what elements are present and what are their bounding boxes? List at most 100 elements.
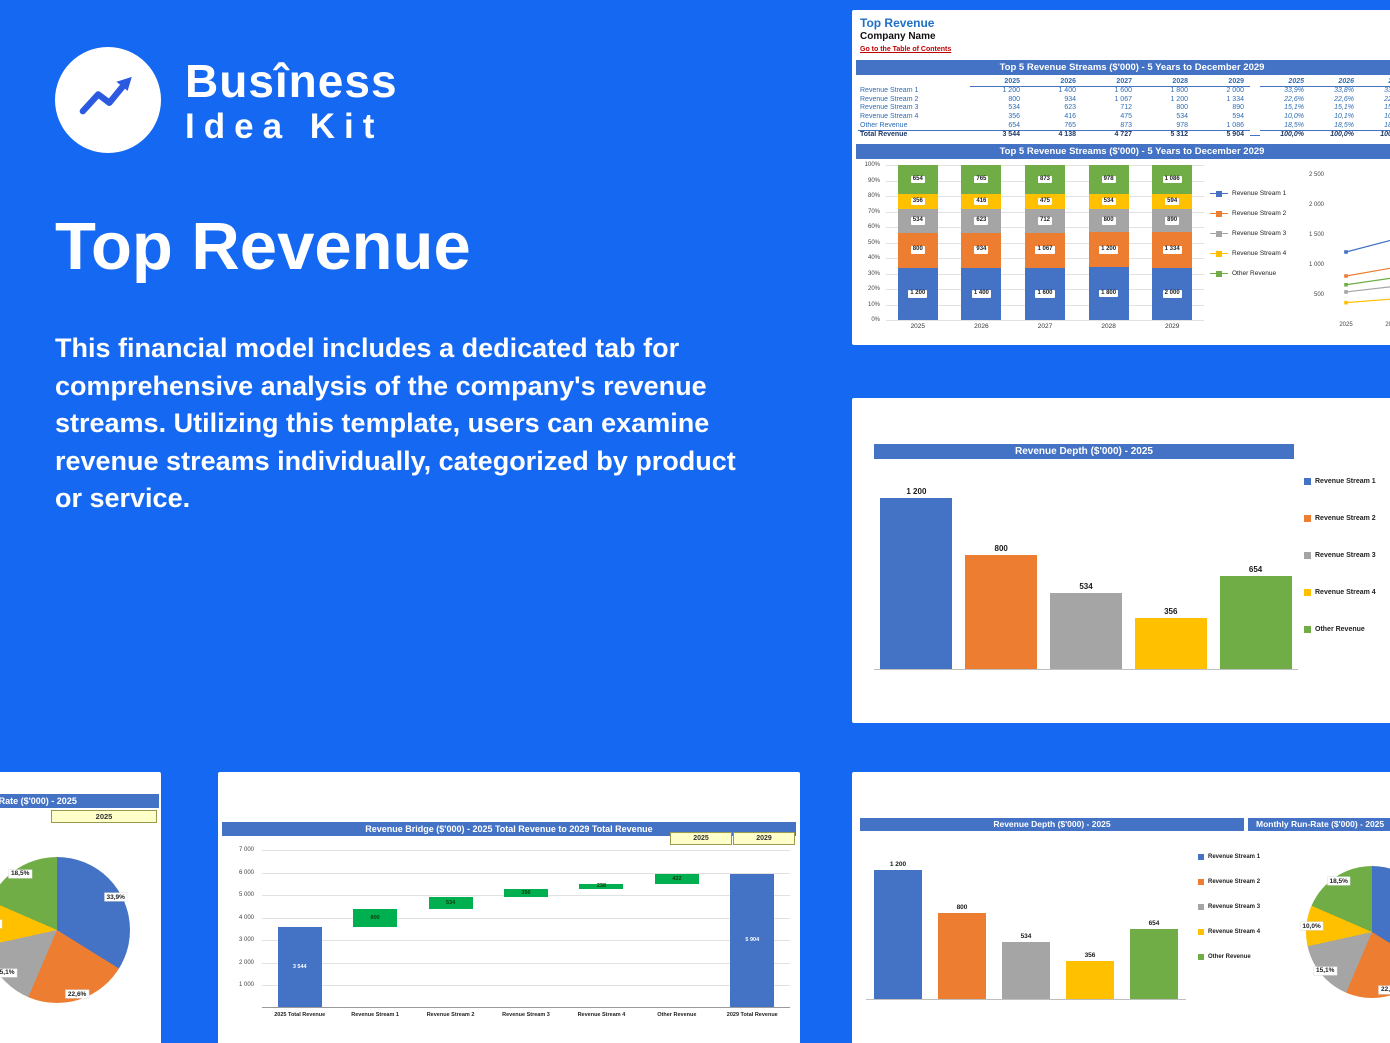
legend-item-label: Revenue Stream 3 — [1315, 552, 1376, 559]
bar-value-label: 800 — [370, 914, 380, 921]
legend-item-label: Revenue Stream 4 — [1315, 589, 1376, 596]
bar-segment: 654 — [897, 165, 938, 194]
value-cell: 4 138 — [1026, 130, 1082, 140]
year-select-cell[interactable]: 2025 — [51, 810, 157, 823]
bar-segment: 1 200 — [897, 267, 938, 320]
value-cell: 1 086 — [1226, 121, 1244, 129]
legend-square-marker — [1198, 879, 1204, 885]
pct-cell: 100,0% — [1260, 130, 1310, 140]
card-depth-and-run-rate: Revenue Depth ($'000) - 2025 Monthly Run… — [852, 772, 1390, 1043]
year-select-cell[interactable]: 2025 — [670, 832, 732, 845]
pct-cell: 33,8% — [1334, 86, 1354, 94]
column-gap — [1250, 134, 1260, 136]
legend-line-marker — [1210, 190, 1228, 197]
revenue-table-row: Revenue Stream 3 534 623 712 800 890 15,1% 15,1… — [858, 104, 1390, 113]
bar-value-label: 1 086 — [1162, 175, 1182, 184]
legend-square-marker — [1216, 190, 1222, 197]
pie-slice-label: 10,0% — [1300, 922, 1323, 931]
bridge-y-axis: 7 000 6 000 5 000 4 000 3 000 2 000 1 000 — [222, 847, 256, 1008]
revenue-depth-chart: 1 200 800 534 356 654 — [866, 850, 1186, 1000]
chart-legend: Revenue Stream 1 Revenue Stream 2 Revenue … — [1210, 190, 1286, 290]
row-label-cell: Total Revenue — [858, 130, 970, 140]
row-label-cell: Revenue Stream 2 — [860, 95, 919, 103]
y-axis-label: 20% — [867, 286, 880, 292]
row-label-cell: Revenue Stream 1 — [860, 86, 919, 94]
depth-bar — [938, 913, 986, 999]
pct-cell: 15,1% — [1384, 104, 1390, 112]
value-cell: 1 400 — [1058, 86, 1076, 94]
revenue-bridge-chart: 3 544 800 534 356 238 432 5 904 — [262, 850, 790, 1008]
pie-slice-label: 10,0% — [0, 919, 2, 928]
bar-value-label: 238 — [596, 883, 607, 890]
x-axis-label: 2025 — [1339, 322, 1353, 328]
value-cell: 712 — [1120, 104, 1132, 112]
legend-item-label: Revenue Stream 1 — [1315, 478, 1376, 485]
bar-value-label: 1 400 — [971, 290, 991, 298]
row-label-cell: Revenue Stream 3 — [860, 104, 919, 112]
bar-segment: 1 600 — [1025, 267, 1065, 320]
year-header-cell: 2026 — [1026, 78, 1082, 88]
chart-title-bar: Top 5 Revenue Streams ($'000) - 5 Years … — [856, 144, 1390, 159]
legend-item-label: Other Revenue — [1315, 626, 1365, 633]
legend-item: Other Revenue — [1210, 270, 1286, 277]
y-axis-label: 30% — [867, 270, 880, 277]
legend-item-label: Other Revenue — [1232, 270, 1277, 277]
y-axis-label: 2 000 — [1309, 202, 1325, 208]
table-of-contents-link[interactable]: Go to the Table of Contents — [860, 46, 952, 53]
gridline — [886, 320, 1204, 321]
bar-value-label: 978 — [1101, 175, 1116, 184]
year-select-cell[interactable]: 2029 — [733, 832, 795, 845]
legend-item: Other Revenue — [1304, 626, 1376, 633]
bar-value-label: 800 — [956, 904, 968, 911]
value-cell: 1 067 — [1114, 95, 1132, 103]
stacked-chart-y-axis: 100% 90% 80% 70% 60% 50% 40% 30% 20% 10% 0% — [854, 162, 882, 323]
legend-square-marker — [1216, 270, 1222, 277]
y-axis-label: 1 000 — [238, 982, 254, 989]
y-axis-label: 2 500 — [1309, 172, 1325, 178]
chart-title-bar: Revenue Depth ($'000) - 2025 — [860, 818, 1244, 831]
gridline — [262, 872, 790, 874]
bar-segment: 1 800 — [1088, 267, 1129, 320]
bar-value-label: 654 — [1248, 564, 1263, 574]
legend-square-marker — [1216, 230, 1222, 237]
revenue-table: 202520262027202820292025202620272028Reve… — [858, 78, 1390, 140]
value-cell: 1 600 — [1114, 86, 1132, 94]
bar-segment: 2 000 — [1152, 267, 1193, 320]
bar-value-label: 356 — [521, 889, 531, 896]
pie-slice-label: 18,5% — [8, 869, 32, 878]
brand-name-line1: Busîness — [185, 55, 398, 107]
y-axis-label: 4 000 — [238, 914, 254, 921]
bar-value-label: 800 — [994, 544, 1008, 553]
pct-cell: 100,0% — [1360, 130, 1390, 140]
legend-item: Revenue Stream 2 — [1198, 879, 1260, 885]
y-axis-label: 0% — [871, 317, 880, 323]
bridge-bar: 5 904 — [730, 873, 775, 1007]
stacked-bar-column: 1 400 934 623 416 765 — [961, 165, 1002, 320]
bar-segment: 800 — [1088, 209, 1129, 233]
value-cell: 3 544 — [970, 130, 1026, 140]
depth-bar — [880, 498, 953, 669]
value-cell: 475 — [1120, 113, 1132, 121]
x-axis-label: 2029 — [1164, 323, 1180, 330]
bar-segment: 475 — [1025, 193, 1065, 210]
bar-value-label: 800 — [1101, 217, 1116, 225]
gridline — [262, 850, 790, 851]
legend-item: Revenue Stream 4 — [1210, 250, 1286, 257]
pct-cell: 10,0% — [1284, 113, 1304, 121]
stacked-bar-column: 1 800 1 200 800 534 978 — [1088, 165, 1129, 320]
bar-segment: 765 — [961, 165, 1002, 194]
bar-value-label: 1 800 — [1099, 289, 1119, 298]
bar-segment: 712 — [1025, 209, 1065, 233]
pct-year-header-cell: 2027 — [1360, 78, 1390, 88]
y-axis-label: 100% — [864, 162, 880, 168]
value-cell: 1 200 — [1002, 86, 1020, 94]
pie-chart-circle — [1306, 866, 1390, 998]
year-header-cell: 2029 — [1194, 78, 1250, 88]
legend-item-label: Revenue Stream 4 — [1232, 250, 1287, 257]
year-header-cell: 2027 — [1082, 78, 1138, 88]
bar-value-label: 356 — [1084, 951, 1096, 959]
bridge-bar: 356 — [504, 888, 548, 897]
bar-segment: 890 — [1152, 209, 1193, 233]
bar-value-label: 5 904 — [745, 937, 760, 944]
bar-value-label: 534 — [1101, 197, 1116, 206]
